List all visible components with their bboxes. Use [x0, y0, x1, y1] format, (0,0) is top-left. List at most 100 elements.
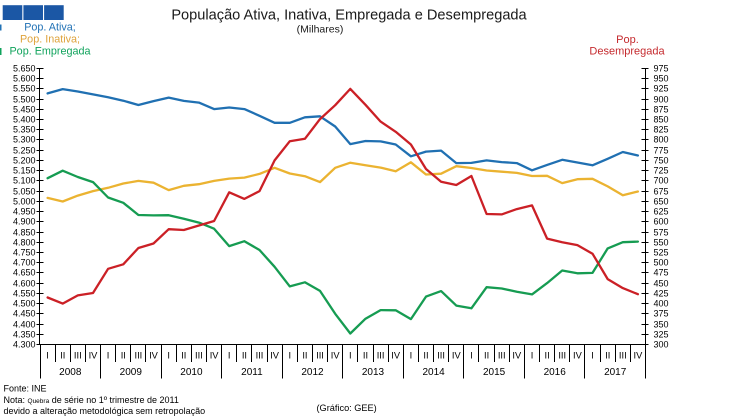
svg-text:II: II	[242, 351, 247, 361]
svg-text:4.600: 4.600	[13, 279, 36, 289]
svg-text:5.100: 5.100	[13, 176, 36, 186]
svg-text:III: III	[498, 351, 506, 361]
svg-text:IV: IV	[149, 351, 159, 361]
svg-text:Desempregada: Desempregada	[589, 46, 665, 58]
svg-text:IV: IV	[89, 351, 99, 361]
svg-text:800: 800	[654, 135, 669, 145]
svg-text:4.700: 4.700	[13, 258, 36, 268]
svg-text:575: 575	[654, 228, 669, 238]
svg-text:População Ativa, Inativa, Empr: População Ativa, Inativa, Empregada e De…	[171, 8, 527, 24]
svg-text:III: III	[437, 351, 445, 361]
svg-text:5.000: 5.000	[13, 197, 36, 207]
svg-text:I: I	[289, 351, 292, 361]
svg-text:III: III	[316, 351, 324, 361]
svg-text:Pop. Inativa;: Pop. Inativa;	[20, 34, 80, 46]
svg-text:(Gráfico: GEE): (Gráfico: GEE)	[317, 403, 377, 413]
svg-text:IV: IV	[634, 351, 644, 361]
svg-text:2015: 2015	[483, 367, 506, 378]
svg-text:525: 525	[654, 248, 669, 258]
svg-text:600: 600	[654, 217, 669, 227]
svg-text:925: 925	[654, 84, 669, 94]
svg-text:950: 950	[654, 74, 669, 84]
svg-text:4.950: 4.950	[13, 207, 36, 217]
svg-text:II: II	[121, 351, 126, 361]
svg-text:II: II	[302, 351, 307, 361]
svg-text:550: 550	[654, 238, 669, 248]
svg-text:375: 375	[654, 309, 669, 319]
svg-text:IV: IV	[270, 351, 280, 361]
svg-text:425: 425	[654, 289, 669, 299]
svg-text:900: 900	[654, 95, 669, 105]
svg-text:850: 850	[654, 115, 669, 125]
svg-text:5.500: 5.500	[13, 95, 36, 105]
svg-text:325: 325	[654, 330, 669, 340]
svg-text:5.150: 5.150	[13, 166, 36, 176]
svg-text:II: II	[484, 351, 489, 361]
svg-text:5.450: 5.450	[13, 105, 36, 115]
svg-text:5.250: 5.250	[13, 146, 36, 156]
svg-text:III: III	[135, 351, 143, 361]
svg-text:I: I	[591, 351, 594, 361]
svg-text:III: III	[195, 351, 203, 361]
svg-text:III: III	[377, 351, 385, 361]
svg-text:5.550: 5.550	[13, 84, 36, 94]
svg-text:III: III	[74, 351, 82, 361]
svg-text:725: 725	[654, 166, 669, 176]
svg-text:750: 750	[654, 156, 669, 166]
svg-text:475: 475	[654, 268, 669, 278]
svg-text:II: II	[60, 351, 65, 361]
svg-text:IV: IV	[391, 351, 401, 361]
svg-text:4.500: 4.500	[13, 299, 36, 309]
svg-text:5.300: 5.300	[13, 135, 36, 145]
svg-text:450: 450	[654, 279, 669, 289]
svg-text:II: II	[181, 351, 186, 361]
svg-text:5.200: 5.200	[13, 156, 36, 166]
svg-text:2014: 2014	[422, 367, 445, 378]
svg-text:I: I	[470, 351, 473, 361]
svg-text:700: 700	[654, 176, 669, 186]
svg-text:IV: IV	[512, 351, 522, 361]
svg-text:975: 975	[654, 64, 669, 74]
svg-text:4.650: 4.650	[13, 268, 36, 278]
svg-text:625: 625	[654, 207, 669, 217]
svg-text:675: 675	[654, 187, 669, 197]
svg-text:400: 400	[654, 299, 669, 309]
svg-text:5.400: 5.400	[13, 115, 36, 125]
svg-text:I: I	[167, 351, 170, 361]
svg-text:4.300: 4.300	[13, 340, 36, 350]
svg-text:I: I	[410, 351, 413, 361]
svg-text:4.350: 4.350	[13, 330, 36, 340]
svg-text:Pop. Ativa;: Pop. Ativa;	[24, 22, 76, 34]
svg-text:III: III	[256, 351, 264, 361]
svg-text:I: I	[349, 351, 352, 361]
svg-text:4.550: 4.550	[13, 289, 36, 299]
svg-text:5.350: 5.350	[13, 125, 36, 135]
svg-text:Pop.: Pop.	[616, 34, 639, 46]
svg-text:2009: 2009	[120, 367, 143, 378]
svg-text:II: II	[545, 351, 550, 361]
svg-text:2017: 2017	[604, 367, 627, 378]
svg-text:5.600: 5.600	[13, 74, 36, 84]
svg-text:875: 875	[654, 105, 669, 115]
svg-text:IV: IV	[452, 351, 462, 361]
svg-text:Fonte: INE: Fonte: INE	[4, 384, 47, 394]
svg-text:2008: 2008	[59, 367, 82, 378]
svg-text:4.750: 4.750	[13, 248, 36, 258]
svg-text:650: 650	[654, 197, 669, 207]
svg-text:I: I	[531, 351, 534, 361]
svg-text:4.900: 4.900	[13, 217, 36, 227]
svg-text:2011: 2011	[241, 367, 263, 378]
svg-text:I: I	[46, 351, 49, 361]
svg-text:I: I	[107, 351, 110, 361]
svg-text:5.050: 5.050	[13, 187, 36, 197]
svg-text:5.650: 5.650	[13, 64, 36, 74]
svg-text:4.400: 4.400	[13, 320, 36, 330]
svg-text:(Milhares): (Milhares)	[297, 24, 344, 36]
svg-text:500: 500	[654, 258, 669, 268]
svg-text:775: 775	[654, 146, 669, 156]
svg-text:IV: IV	[331, 351, 341, 361]
svg-text:2016: 2016	[544, 367, 567, 378]
svg-text:350: 350	[654, 320, 669, 330]
svg-text:Nota: Quebra de série no 1º tr: Nota: Quebra de série no 1º trimestre de…	[4, 395, 179, 405]
svg-text:4.450: 4.450	[13, 309, 36, 319]
